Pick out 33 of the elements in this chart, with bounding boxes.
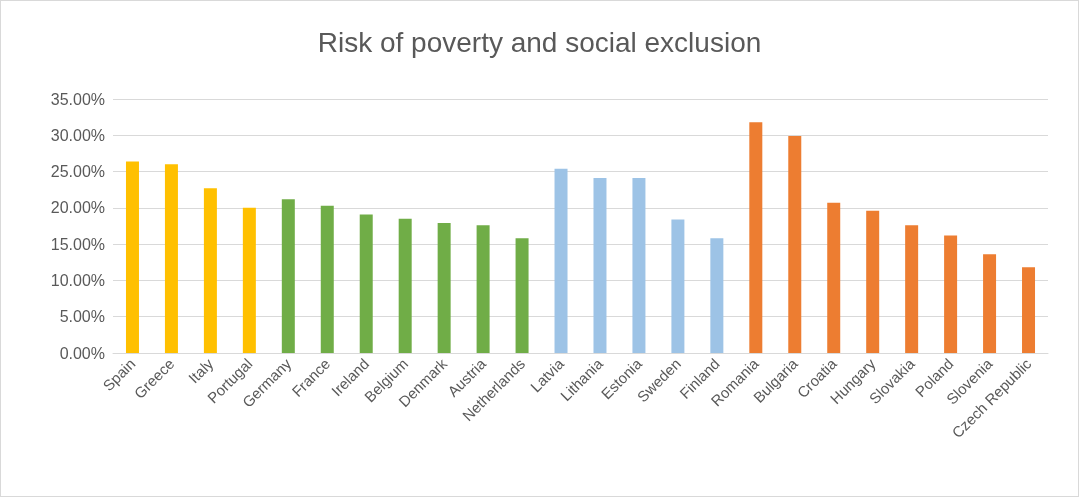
- bar: [749, 122, 763, 353]
- y-tick-label: 30.00%: [50, 126, 105, 144]
- bar: [164, 164, 178, 353]
- y-tick-label: 5.00%: [59, 308, 105, 326]
- bar: [827, 202, 841, 353]
- y-tick-label: 20.00%: [50, 199, 105, 217]
- bar: [1022, 267, 1036, 353]
- bar: [281, 199, 295, 353]
- y-tick-label: 25.00%: [50, 163, 105, 181]
- bar: [242, 207, 256, 353]
- bar: [866, 210, 880, 353]
- y-tick-label: 15.00%: [50, 235, 105, 253]
- bar: [632, 178, 646, 353]
- bar: [320, 205, 334, 353]
- bar: [476, 225, 490, 353]
- chart-title: Risk of poverty and social exclusion: [317, 26, 762, 58]
- bar: [593, 178, 607, 353]
- y-tick-label: 0.00%: [59, 344, 105, 362]
- bar: [515, 238, 529, 353]
- bar: [983, 254, 997, 353]
- bar: [398, 218, 412, 353]
- bar: [710, 238, 724, 353]
- bar: [671, 219, 685, 353]
- bar: [554, 168, 568, 353]
- bar: [905, 225, 919, 353]
- bar: [944, 235, 958, 353]
- bar: [203, 188, 217, 353]
- bar: [788, 136, 802, 353]
- bar: [359, 214, 373, 353]
- y-tick-label: 10.00%: [50, 271, 105, 289]
- bar: [125, 161, 139, 353]
- bar: [437, 223, 451, 353]
- y-tick-label: 35.00%: [50, 90, 105, 108]
